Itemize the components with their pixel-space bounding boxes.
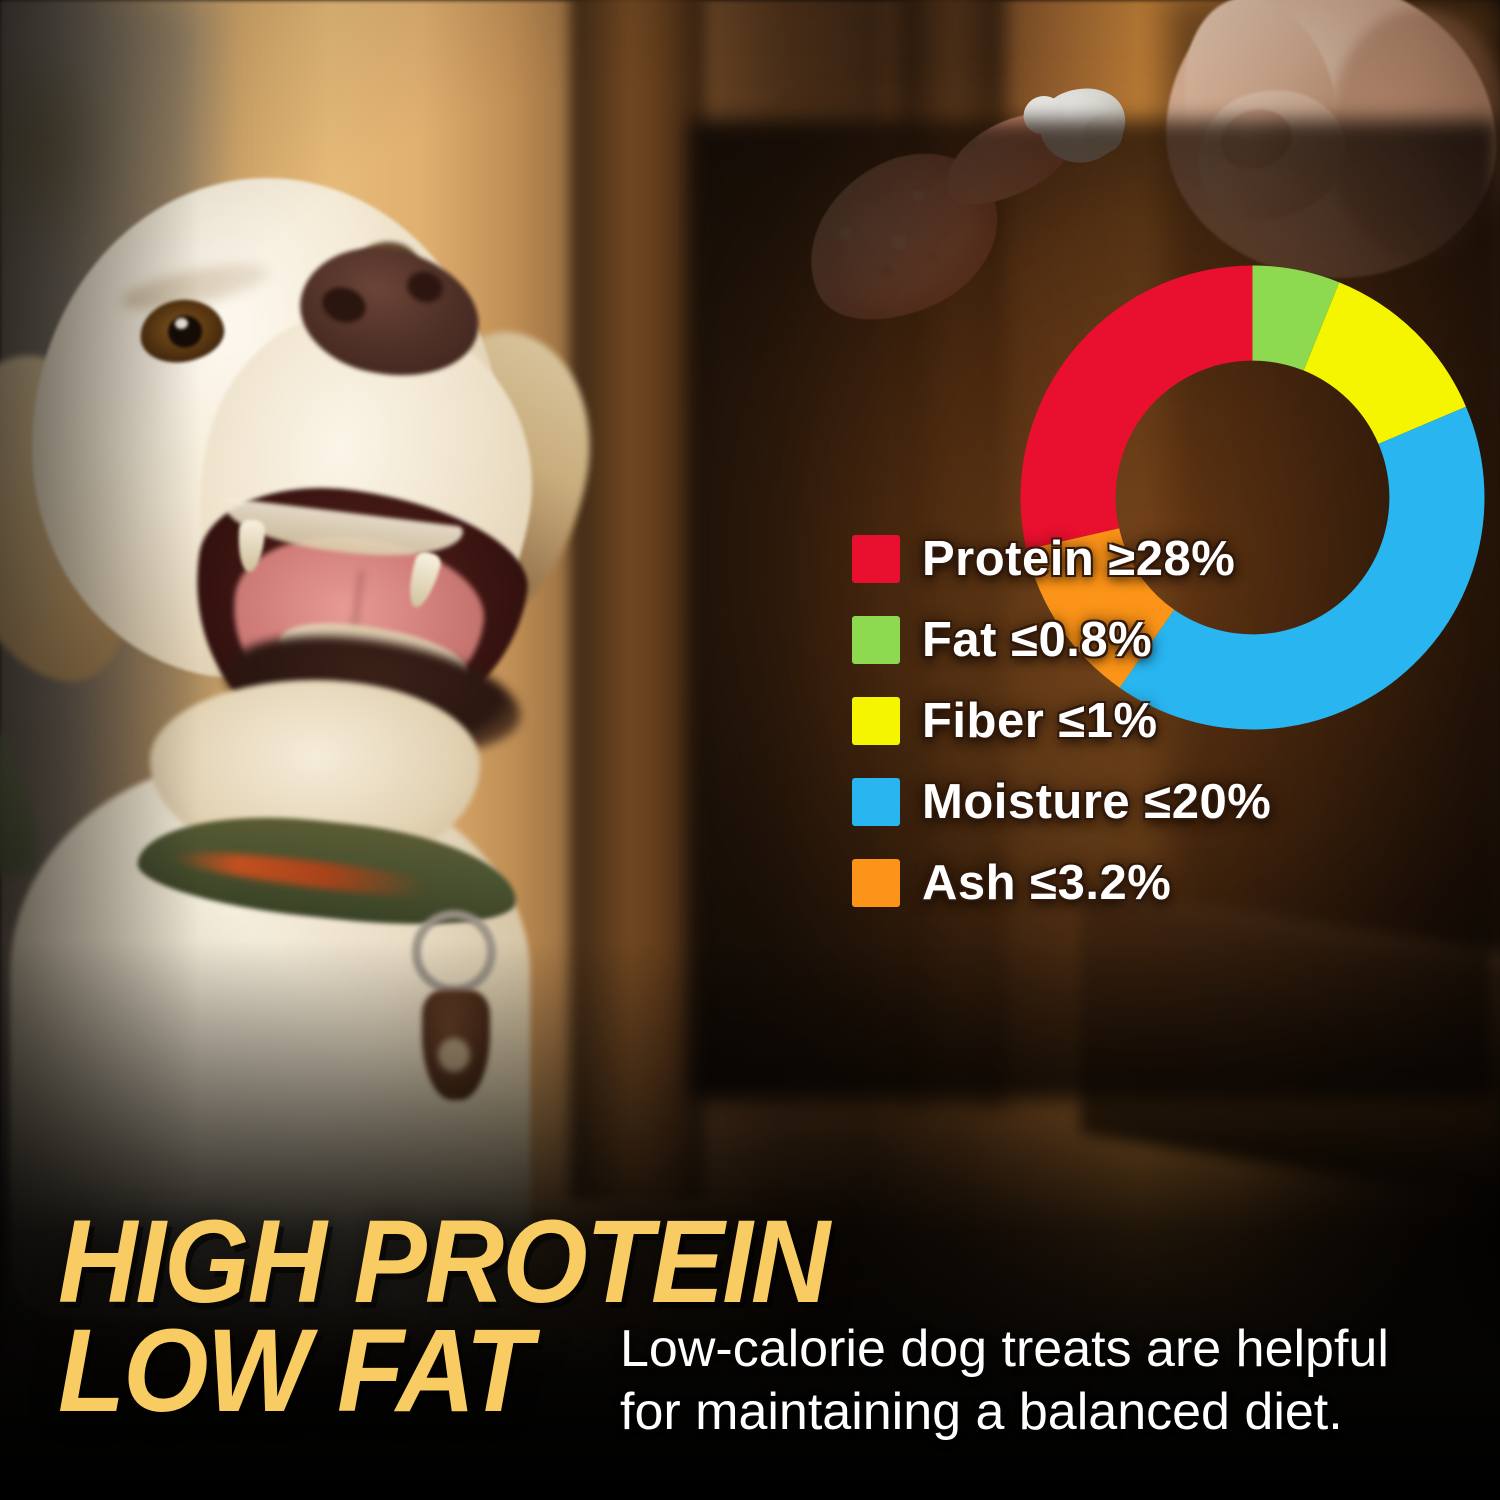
subcopy-line-1: Low-calorie dog treats are helpful [620,1320,1389,1378]
donut-slice-fiber [1303,282,1466,444]
legend-item-fiber: Fiber ≤1% [852,694,1412,748]
legend-label-fiber: Fiber ≤1% [922,694,1158,748]
legend-swatch-fiber [852,697,900,745]
vignette-bottom [0,940,1500,1500]
legend-label-moisture: Moisture ≤20% [922,775,1272,829]
legend-swatch-fat [852,616,900,664]
legend-swatch-protein [852,535,900,583]
donut-chart-svg [1020,265,1485,730]
legend-item-moisture: Moisture ≤20% [852,775,1412,829]
donut-slice-fat [1252,265,1340,371]
legend-label-fat: Fat ≤0.8% [922,613,1153,667]
donut-slice-ash [1026,528,1175,688]
headline-line-1: HIGH PROTEIN [58,1196,830,1328]
legend-swatch-moisture [852,778,900,826]
headline: HIGH PROTEIN LOW FAT [58,1196,830,1437]
subcopy-line-2: for maintaining a balanced diet. [620,1383,1343,1442]
nutrition-donut-chart [1010,255,1495,740]
bottom-banner: HIGH PROTEIN LOW FAT Low-calorie dog tre… [0,1200,1500,1500]
subcopy: Low-calorie dog treats are helpful for m… [620,1318,1420,1445]
donut-slice-protein [1020,265,1253,550]
legend-item-ash: Ash ≤3.2% [852,856,1412,910]
nutrition-legend: Protein ≥28% Fat ≤0.8% Fiber ≤1% Moistur… [852,532,1412,939]
legend-item-fat: Fat ≤0.8% [852,613,1412,667]
legend-label-ash: Ash ≤3.2% [922,856,1172,910]
legend-label-protein: Protein ≥28% [922,532,1236,586]
legend-item-protein: Protein ≥28% [852,532,1412,586]
donut-slice-group [1020,265,1485,730]
legend-swatch-ash [852,859,900,907]
headline-line-2: LOW FAT [58,1304,532,1437]
donut-slice-moisture [1119,406,1485,730]
